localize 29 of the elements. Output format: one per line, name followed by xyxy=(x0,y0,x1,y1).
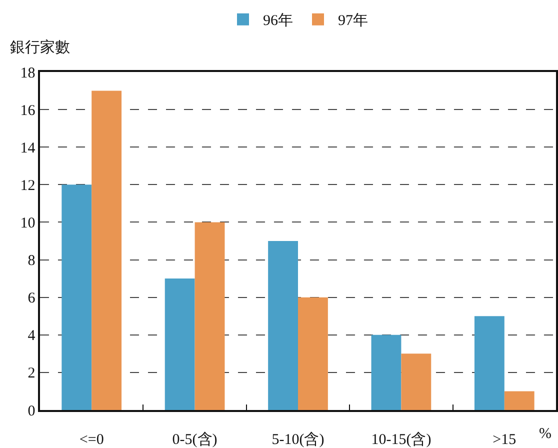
x-tick-label: 0-5(含) xyxy=(172,430,218,448)
y-axis-title: 銀行家數 xyxy=(10,39,70,56)
bar xyxy=(371,334,402,410)
x-tick-label: >15 xyxy=(492,432,516,448)
legend-label: 97年 xyxy=(338,12,368,30)
y-tick-label: 2 xyxy=(28,366,36,382)
y-tick-label: 8 xyxy=(28,253,36,270)
x-tick-label: <=0 xyxy=(79,432,104,448)
x-tick-label: 5-10(含) xyxy=(272,430,324,448)
y-tick-label: 4 xyxy=(28,328,36,344)
y-tick-label: 0 xyxy=(28,403,36,420)
bar xyxy=(268,241,298,410)
bar xyxy=(401,354,432,410)
y-tick-label: 14 xyxy=(20,140,36,156)
bar xyxy=(474,316,504,410)
y-tick-label: 12 xyxy=(20,178,36,194)
y-tick-label: 18 xyxy=(20,65,36,82)
y-tick-label: 16 xyxy=(20,102,36,119)
bar xyxy=(194,222,225,410)
x-axis-title: % xyxy=(539,426,552,442)
y-tick-label: 10 xyxy=(20,215,36,232)
bar xyxy=(298,297,328,410)
bar xyxy=(504,391,534,410)
x-tick-label: 10-15(含) xyxy=(371,430,432,448)
bar xyxy=(164,278,195,410)
bar xyxy=(62,184,92,410)
legend-label: 96年 xyxy=(263,12,293,30)
bar xyxy=(92,90,122,410)
y-tick-label: 6 xyxy=(28,290,36,307)
